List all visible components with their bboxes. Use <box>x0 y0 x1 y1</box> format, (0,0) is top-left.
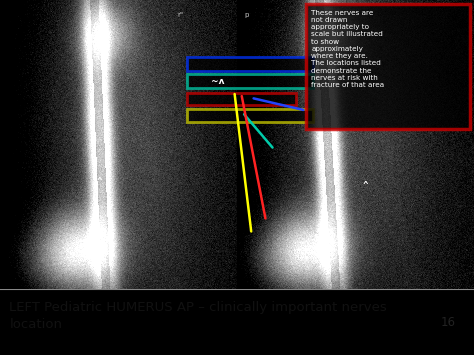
Text: ˆ: ˆ <box>96 178 103 193</box>
Bar <box>306 4 470 129</box>
Text: LEFT Pediatric HUMERUS AP – clinically important nerves
location: LEFT Pediatric HUMERUS AP – clinically i… <box>9 301 387 331</box>
Text: These nerves are
not drawn
appropriately to
scale but illustrated
to show
approx: These nerves are not drawn appropriately… <box>311 10 384 88</box>
Text: ˆ: ˆ <box>361 182 369 197</box>
Text: ~ʌ: ~ʌ <box>211 77 225 86</box>
Bar <box>187 93 296 105</box>
Bar <box>187 57 313 71</box>
Bar <box>187 74 313 88</box>
Bar <box>187 109 313 122</box>
Text: p: p <box>244 12 248 18</box>
Text: 16: 16 <box>441 316 456 329</box>
Text: r": r" <box>178 12 184 18</box>
